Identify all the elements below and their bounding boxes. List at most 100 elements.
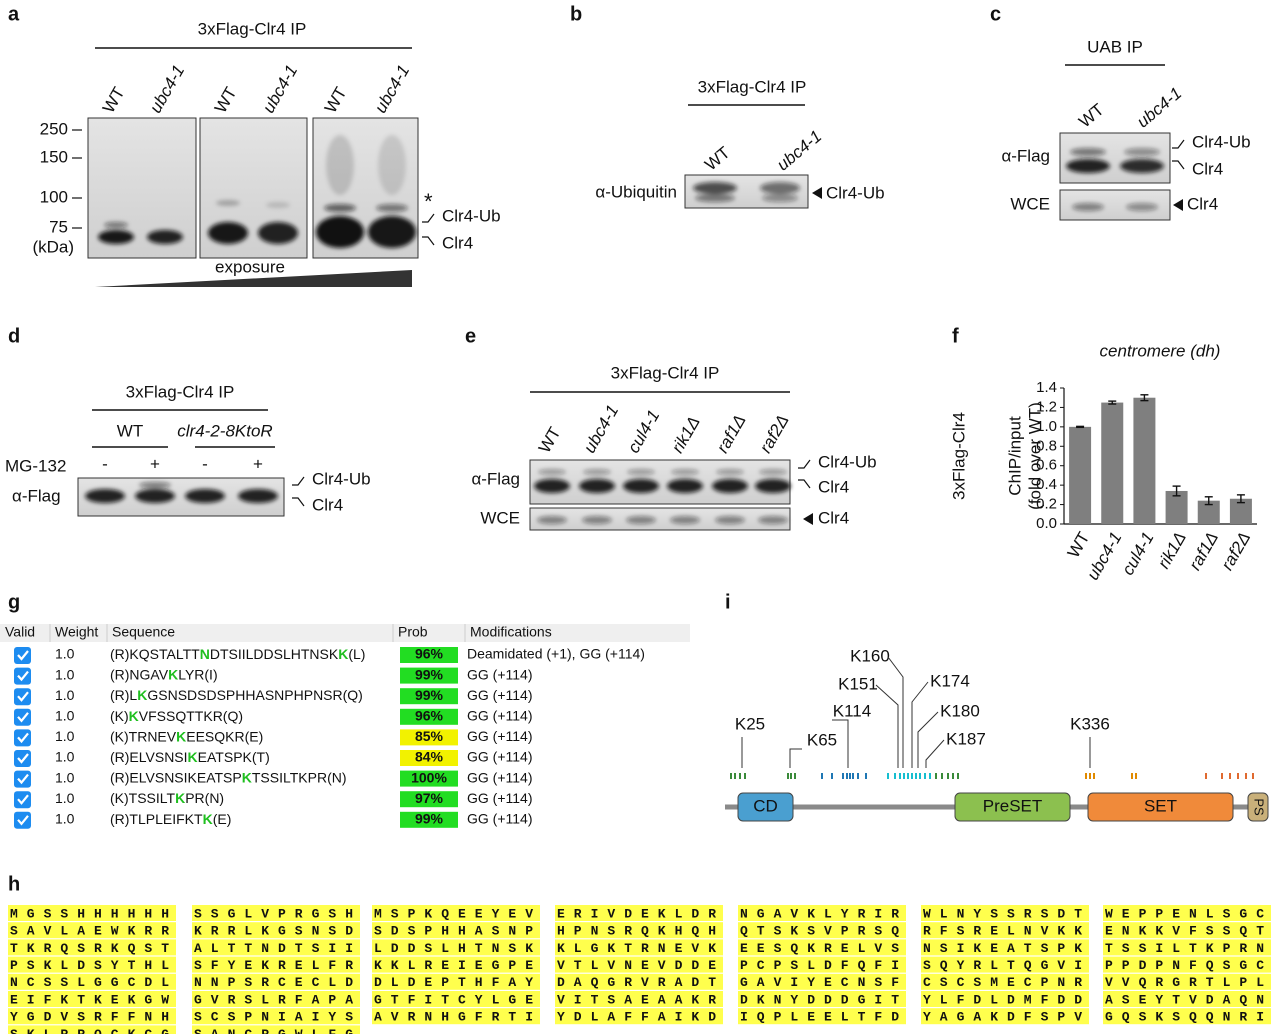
lane-label: ubc4-1 [773,127,825,175]
sequence-row: GTFITCYLGE [374,992,542,1007]
residue-highlight [555,973,723,990]
residue-highlight [555,905,723,921]
band [582,516,612,524]
sequence-row: SCSPNIAIYS [194,1010,362,1025]
band [208,222,248,244]
sequence-row: HPNSRQKHQH [557,924,725,939]
checkmark [17,753,29,764]
modified-residue: K [176,728,186,744]
checkmark [17,712,29,723]
sequence-segment: (K) [110,708,129,724]
y-axis-label: (fold over WT) [1025,402,1044,510]
error-bar [1172,485,1181,497]
column-header: Weight [55,624,98,640]
blot-bands [1066,148,1164,173]
sequence-row: SAVLAEWKRR [10,924,178,939]
sequence-row: PCPSLDFQFI [740,958,908,973]
band [667,479,703,493]
panel-label: h [8,873,20,895]
treatment-sign: - [202,454,208,473]
sequence-row: YGDVSRFFNH [10,1010,178,1025]
y-tick-label: 0.0 [1036,515,1057,532]
sequence-segment: (R)L [110,687,137,703]
residue-highlight [738,991,906,1007]
modifications-cell: Deamidated (+1), GG (+114) [467,646,645,662]
band [715,516,745,524]
sequence-row: WLNYSSRSDT [923,906,1091,921]
sequence-cell: (R)ELVSNSIKEATSPKTSSILTKPR(N) [110,769,347,785]
antibody-label: α-Flag [1001,146,1050,165]
prob-bg [400,750,458,766]
residue-highlight [555,1008,723,1025]
band [1120,159,1164,173]
blot [1059,132,1171,184]
band-label: Clr4-Ub [442,206,501,225]
prob-bg [400,708,458,725]
residue-highlight [192,991,360,1007]
band [258,222,298,244]
sequence-cell: (K)TSSILTKPR(N) [110,790,224,806]
modifications-cell: GG (+114) [467,769,533,785]
residue-highlight [921,939,1089,956]
band [716,469,744,475]
band [368,216,416,248]
band-label: Clr4 [818,477,849,496]
error-bar [1236,494,1245,504]
table-header-bg [0,624,690,642]
band [85,489,125,503]
column-header: Prob [398,624,428,640]
sequence-row: NCSSLGGCDL [10,975,178,990]
checkbox [14,770,31,788]
band-label: Clr4 [1187,194,1218,213]
sequence-row: KLGKTRNEVK [557,941,725,956]
site-label: K25 [735,714,765,733]
blot-bands [534,469,791,493]
band [671,469,699,475]
band [1072,203,1104,211]
checkbox [14,647,31,664]
lane-label: WT [701,143,733,175]
residue-highlight [372,991,540,1007]
modified-residue: K [137,687,147,703]
error-bar [1204,496,1213,506]
band [583,469,611,475]
modifications-cell: GG (+114) [467,749,533,765]
sequence-row: RFSRELNVKK [923,924,1091,939]
checkmark [17,815,29,826]
residue-highlight [921,973,1089,990]
checkmark [17,650,29,661]
domain-label: SET [1144,796,1177,815]
lane-label: ubc4-1 [371,62,413,117]
y-tick-label: 0.6 [1036,457,1057,474]
site-label: K336 [1070,714,1110,733]
checkbox [14,688,31,706]
y-axis-label-prefix: 3xFlag-Clr4 [949,412,968,500]
band [316,216,364,248]
sequence-row: GQSKSQQNRI [1105,1010,1273,1025]
prob-bg [400,667,458,684]
modified-residue: K [338,646,348,662]
band [579,479,615,493]
sequence-cell: (R)KQSTALTTNDTSIILDDSLHTNSKK(L) [110,646,365,662]
residue-highlight [192,922,360,939]
mw-marker: 150 [40,147,68,166]
lane-label: ubc4-1 [259,62,301,117]
arrowhead [812,187,822,199]
residue-highlight [921,991,1089,1007]
residue-highlight [192,973,360,990]
modifications-cell: GG (+114) [467,666,533,682]
sequence-row: WEPPENLSGC [1105,906,1273,921]
band [324,204,356,212]
y-tick-label: 0.2 [1036,496,1057,513]
sequence-row: GAVIYECNSF [740,975,908,990]
band [762,194,798,202]
label: 3xFlag-Clr4 IP [611,363,720,382]
antibody-label: α-Ubiquitin [595,182,677,201]
sequence-cell: (R)NGAVKLYR(I) [110,666,218,682]
site-leader [875,684,899,768]
residue-highlight [1103,973,1271,990]
checkmark [17,691,29,702]
band-bracket [422,236,435,246]
prob-cell: 97% [415,790,444,806]
residue-highlight [921,956,1089,973]
